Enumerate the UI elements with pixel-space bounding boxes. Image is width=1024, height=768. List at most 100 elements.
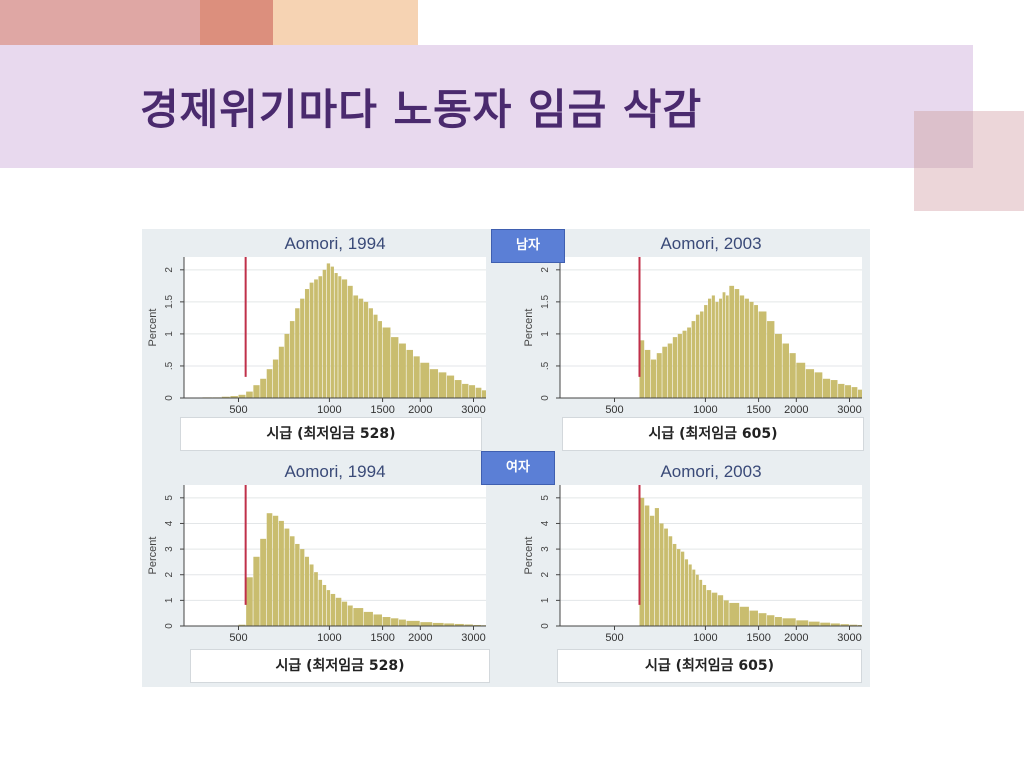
y-tick-label: 3 [164,546,175,552]
histogram-bar [420,362,430,398]
y-tick-label: 0 [540,623,551,629]
histogram-bar [309,282,314,398]
histogram-bar [230,396,238,398]
histogram-bar [656,353,662,398]
histogram-bar [767,321,775,398]
histogram-bar [338,276,342,398]
histogram-bar [284,528,290,626]
x-tick-label: 500 [229,632,247,644]
histogram-bar [260,378,267,398]
histogram-bar [399,619,406,626]
histogram-bar [420,622,433,626]
histogram-bar [368,308,373,398]
chart-title: Aomori, 1994 [284,234,385,253]
x-tick-label: 2000 [784,632,808,644]
histogram-bar [314,572,318,626]
histogram-bar [454,380,462,398]
histogram-bar [820,622,831,626]
histogram-bar [677,333,682,398]
histogram-bar [318,276,323,398]
y-tick-label: .5 [540,361,551,370]
tag-female: 여자 [481,451,555,485]
histogram-bar [782,343,789,398]
histogram-bar [789,353,796,398]
y-tick-label: 5 [540,495,551,501]
histogram-bar [699,579,703,626]
y-tick-label: 0 [164,623,175,629]
histogram-bar [822,378,831,398]
histogram-bar [708,298,712,398]
histogram-bar [672,543,677,626]
y-tick-label: 2 [164,572,175,578]
histogram-bar [334,273,338,398]
x-tick-label: 1000 [317,632,341,644]
histogram-bar [238,394,246,398]
histogram-bar [644,505,650,626]
chart-title: Aomori, 2003 [660,462,761,481]
histogram-bar [684,559,689,626]
y-tick-label: 1 [164,331,175,337]
histogram-bar [289,536,295,626]
x-tick-label: 2000 [408,632,432,644]
histogram-bar [304,289,310,398]
histogram-bar [664,528,668,626]
histogram-bar [266,369,273,398]
histogram-bar [309,564,314,626]
histogram-bar [662,346,668,398]
histogram-bar [314,279,318,398]
y-axis-label: Percent [523,309,535,347]
histogram-bar [706,590,712,626]
histogram-bar [253,385,260,398]
histogram-bar [462,383,469,398]
histogram-bar [805,369,815,398]
histogram-bar [300,549,305,626]
histogram-bar [715,301,719,398]
histogram-bar [682,330,687,398]
histogram-bar [454,623,464,626]
xlabel-female-2003: 시급 (최저임금 605) [557,649,862,683]
histogram-bar [378,321,382,398]
histogram-figure: 0 .5 1 1.5 2 500 1000 1500 2000 3000 Aomori, 1994 P… [142,229,870,687]
histogram-bar [278,520,284,626]
histogram-bar [775,333,782,398]
histogram-bar [330,593,336,626]
histogram-bar [688,564,692,626]
histogram-female-2003: 0 1 2 3 4 5 500 1000 1500 2000 3000 Aomori, 2003 Per… [523,462,862,644]
y-tick-label: 4 [164,520,175,526]
histogram-bar [429,369,439,398]
histogram-bar [830,380,838,398]
histogram-bar [796,620,809,626]
y-tick-label: 2 [164,267,175,273]
histogram-bar [691,321,696,398]
y-tick-label: 4 [540,520,551,526]
histogram-bar [473,624,482,626]
histogram-bar [650,359,657,398]
histogram-bar [717,595,724,626]
histogram-bar [695,574,699,626]
histogram-bar [659,523,664,626]
y-tick-label: 3 [540,546,551,552]
histogram-bar [391,337,399,398]
histogram-bar [729,285,735,398]
y-tick-label: 1 [164,597,175,603]
y-tick-label: 1.5 [540,294,551,308]
panel-female-2003: 0 1 2 3 4 5 500 1000 1500 2000 3000 Aomori, 2003 Per… [518,457,868,652]
histogram-bar [363,301,369,398]
histogram-bar [295,308,300,398]
histogram-bar [814,372,823,398]
histogram-bar [723,600,729,626]
histogram-bar [391,618,399,626]
panel-male-2003: 0 .5 1 1.5 2 500 1000 1500 2000 3000 Aomori, 2003 P… [518,229,868,424]
histogram-bar [481,390,486,398]
histogram-female-1994: 0 1 2 3 4 5 500 1000 1500 2000 3000 Aomori, 1994 Per… [147,462,486,644]
x-tick-label: 1500 [370,632,394,644]
y-axis-label: Percent [147,537,159,575]
histogram-bar [304,556,310,626]
histogram-bar [341,279,348,398]
histogram-bar [432,622,444,626]
histogram-bar [722,292,726,398]
histogram-bar [687,327,691,398]
histogram-bar [469,385,476,398]
panel-male-1994: 0 .5 1 1.5 2 500 1000 1500 2000 3000 Aomori, 1994 P… [142,229,492,424]
x-tick-label: 3000 [837,404,861,416]
